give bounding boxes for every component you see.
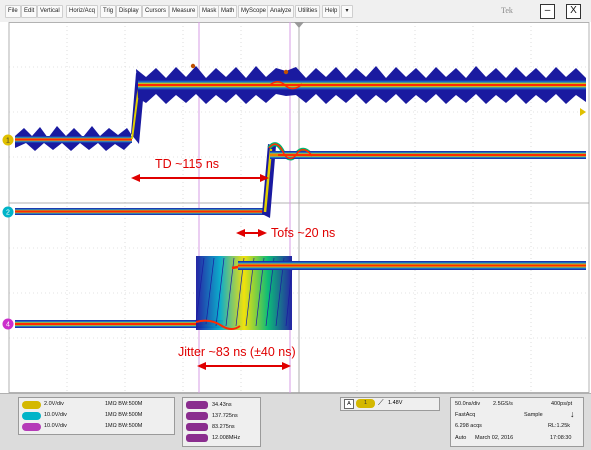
ch1-scale: 2.0V/div bbox=[44, 401, 64, 407]
trigger-level: 1.48V bbox=[388, 400, 403, 406]
menu-measure[interactable]: Measure bbox=[169, 5, 199, 18]
trigger-readout-box[interactable]: A 1 ⟋ 1.48V bbox=[340, 397, 440, 411]
ch2-ground-marker[interactable]: 2 bbox=[2, 206, 14, 218]
time: 17:08:30 bbox=[550, 435, 572, 441]
date: March 02, 2016 bbox=[475, 435, 514, 441]
menu-bar: File Edit Vertical Horiz/Acq Trig Displa… bbox=[0, 0, 591, 23]
waveform-display: 1 2 4 TD ~115 ns Tofs ~20 ns Jitter ~83 … bbox=[0, 22, 591, 393]
ch4-ground-marker[interactable]: 4 bbox=[2, 318, 14, 330]
record-length: RL:1.25k bbox=[548, 423, 571, 429]
acquisition-readout-box[interactable]: 50.0ns/div 2.5GS/s 400ps/pt FastAcq Samp… bbox=[450, 397, 584, 447]
menu-help[interactable]: Help bbox=[322, 5, 341, 18]
tofs-annotation-label: Tofs ~20 ns bbox=[271, 226, 335, 240]
ch4-color-chip bbox=[22, 423, 41, 431]
jitter-annotation-label: Jitter ~83 ns (±40 ns) bbox=[178, 345, 296, 359]
sampling-mode: Sample bbox=[524, 412, 543, 418]
ch4-marker-label: 4 bbox=[6, 322, 10, 329]
ch1-waveform bbox=[15, 66, 586, 151]
acq-count: 6.298 acqs bbox=[455, 423, 482, 429]
menu-trig[interactable]: Trig bbox=[100, 5, 117, 18]
menu-horiz-acq[interactable]: Horiz/Acq bbox=[66, 5, 99, 18]
meas-2-value: 137.725ns bbox=[212, 413, 238, 419]
channel-settings-box: 2.0V/div 1MΩ BW:500M 10.0V/div 1MΩ BW:50… bbox=[18, 397, 175, 435]
measurement-readout-box[interactable]: 34.43ns 137.725ns 83.275ns 12.008MHz bbox=[182, 397, 261, 447]
ch1-impedance: 1MΩ BW:500M bbox=[105, 401, 143, 407]
resolution: 400ps/pt bbox=[551, 401, 573, 407]
ch4-settings-row[interactable]: 10.0V/div 1MΩ BW:500M bbox=[19, 422, 174, 432]
tofs-arrow-left-icon bbox=[236, 229, 245, 237]
status-panel: 2.0V/div 1MΩ BW:500M 10.0V/div 1MΩ BW:50… bbox=[0, 393, 591, 450]
td-annotation: TD ~115 ns bbox=[131, 157, 269, 182]
meas-3-chip bbox=[186, 423, 208, 431]
ch1-color-chip bbox=[22, 401, 41, 409]
minimize-button[interactable]: – bbox=[540, 4, 555, 19]
grid-horizontal-lines bbox=[9, 66, 589, 339]
ch4-impedance: 1MΩ BW:500M bbox=[105, 423, 143, 429]
menu-file[interactable]: File bbox=[5, 5, 21, 18]
close-button[interactable]: X bbox=[566, 4, 581, 19]
jitter-arrow-right-icon bbox=[282, 362, 291, 370]
ch1-marker-label: 1 bbox=[6, 138, 10, 145]
ch4-waveform bbox=[15, 256, 586, 330]
menu-mask[interactable]: Mask bbox=[199, 5, 220, 18]
ch4-scale: 10.0V/div bbox=[44, 423, 67, 429]
acq-mode: FastAcq bbox=[455, 412, 476, 418]
menu-analyze[interactable]: Analyze bbox=[267, 5, 295, 18]
ch2-settings-row[interactable]: 10.0V/div 1MΩ BW:500M bbox=[19, 411, 174, 421]
trigger-point-icon bbox=[283, 69, 289, 75]
menu-cursors[interactable]: Cursors bbox=[142, 5, 170, 18]
ch2-marker-label: 2 bbox=[6, 210, 10, 217]
td-arrow-right-icon bbox=[260, 174, 269, 182]
meas-1-value: 34.43ns bbox=[212, 402, 232, 408]
rising-edge-icon: ⟋ bbox=[378, 398, 384, 407]
ch2-scale: 10.0V/div bbox=[44, 412, 67, 418]
stop-indicator-icon: ↓ bbox=[570, 409, 575, 419]
meas-1-chip bbox=[186, 401, 208, 409]
tofs-annotation: Tofs ~20 ns bbox=[236, 226, 335, 240]
menu-math[interactable]: Math bbox=[218, 5, 238, 18]
meas-4-value: 12.008MHz bbox=[212, 435, 241, 441]
down-triangle-icon[interactable]: ▾ bbox=[341, 5, 353, 18]
ch1-ground-marker[interactable]: 1 bbox=[2, 134, 14, 146]
ch2-waveform bbox=[15, 142, 586, 218]
menu-display[interactable]: Display bbox=[116, 5, 142, 18]
td-annotation-label: TD ~115 ns bbox=[155, 157, 219, 171]
jitter-arrow-left-icon bbox=[197, 362, 206, 370]
ch2-impedance: 1MΩ BW:500M bbox=[105, 412, 143, 418]
run-mode: Auto bbox=[455, 435, 467, 441]
trigger-position-icon[interactable] bbox=[294, 22, 304, 28]
tofs-arrow-right-icon bbox=[258, 229, 267, 237]
td-arrow-left-icon bbox=[131, 174, 140, 182]
cursor-a-readout-dot bbox=[190, 63, 196, 69]
ch1-settings-row[interactable]: 2.0V/div 1MΩ BW:500M bbox=[19, 400, 174, 410]
menu-utilities[interactable]: Utilities bbox=[295, 5, 321, 18]
ch2-color-chip bbox=[22, 412, 41, 420]
menu-vertical[interactable]: Vertical bbox=[37, 5, 63, 18]
timebase: 50.0ns/div bbox=[455, 401, 481, 407]
meas-2-chip bbox=[186, 412, 208, 420]
menu-myscope[interactable]: MyScope bbox=[238, 5, 270, 18]
meas-3-value: 83.275ns bbox=[212, 424, 235, 430]
trigger-level-icon[interactable] bbox=[580, 108, 586, 116]
brand-logo: Tek bbox=[501, 6, 513, 15]
menu-edit[interactable]: Edit bbox=[21, 5, 38, 18]
jitter-annotation: Jitter ~83 ns (±40 ns) bbox=[178, 345, 296, 370]
trigger-channel-chip: 1 bbox=[356, 399, 375, 408]
meas-4-chip bbox=[186, 434, 208, 442]
sample-rate: 2.5GS/s bbox=[493, 401, 513, 407]
trigger-source-label: A bbox=[344, 399, 354, 409]
